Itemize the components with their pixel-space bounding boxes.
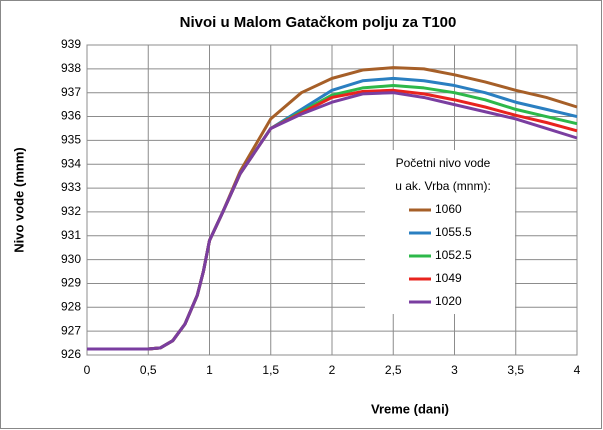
y-tick-label: 939 — [61, 37, 81, 51]
x-tick-label: 1 — [206, 363, 213, 377]
x-tick-label: 4 — [574, 363, 581, 377]
y-tick-label: 928 — [61, 299, 81, 313]
legend-box — [365, 150, 515, 314]
x-axis-title: Vreme (dani) — [371, 401, 449, 416]
y-tick-label: 938 — [61, 61, 81, 75]
x-tick-label: 3,5 — [507, 363, 524, 377]
x-tick-label: 2 — [329, 363, 336, 377]
y-tick-label: 935 — [61, 133, 81, 147]
y-tick-label: 932 — [61, 204, 81, 218]
legend-label: 1049 — [435, 271, 462, 285]
x-tick-label: 3 — [451, 363, 458, 377]
y-tick-label: 931 — [61, 228, 81, 242]
y-tick-label: 930 — [61, 252, 81, 266]
legend-label: 1020 — [435, 294, 462, 308]
y-tick-label: 937 — [61, 85, 81, 99]
legend-label: 1055.5 — [435, 225, 472, 239]
y-tick-label: 934 — [61, 156, 81, 170]
legend-label: 1060 — [435, 202, 462, 216]
y-tick-label: 933 — [61, 180, 81, 194]
x-tick-label: 0,5 — [140, 363, 157, 377]
y-tick-label: 936 — [61, 109, 81, 123]
legend-label: 1052.5 — [435, 248, 472, 262]
y-tick-label: 926 — [61, 347, 81, 361]
x-tick-label: 1,5 — [262, 363, 279, 377]
legend-title: Početni nivo vode — [396, 156, 491, 170]
x-tick-label: 0 — [84, 363, 91, 377]
y-tick-label: 929 — [61, 276, 81, 290]
y-tick-label: 927 — [61, 323, 81, 337]
series-line — [87, 91, 578, 351]
x-tick-label: 2,5 — [385, 363, 402, 377]
y-axis-title: Nivo vode (mnm) — [11, 147, 26, 252]
chart-title: Nivoi u Malom Gatačkom polju za T100 — [180, 14, 457, 31]
legend-title: u ak. Vrba (mnm): — [395, 179, 491, 193]
